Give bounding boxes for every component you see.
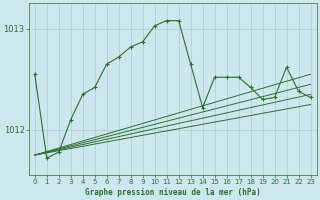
X-axis label: Graphe pression niveau de la mer (hPa): Graphe pression niveau de la mer (hPa)	[85, 188, 260, 197]
